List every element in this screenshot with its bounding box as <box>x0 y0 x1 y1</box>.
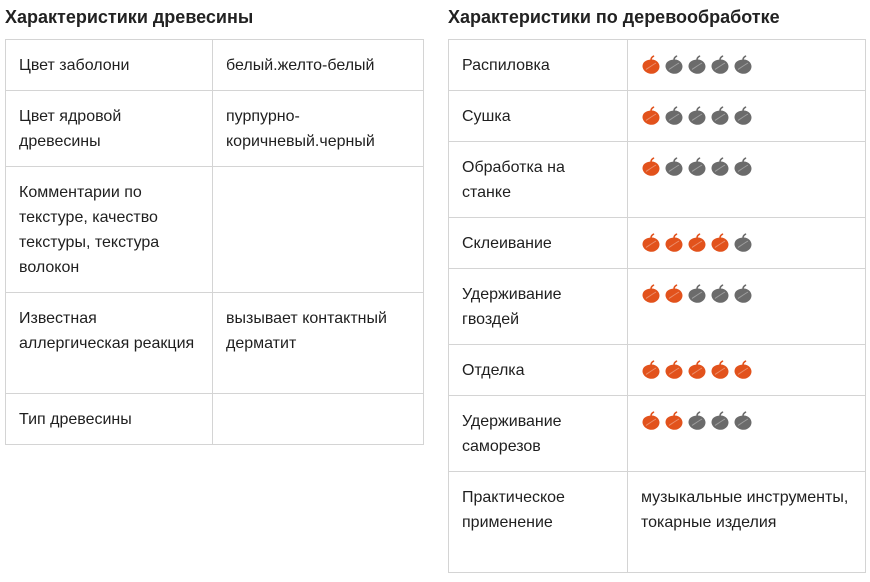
leaf-icon <box>711 411 729 430</box>
row-label: Отделка <box>448 344 628 396</box>
woodworking-characteristics-section: Характеристики по деревообработке Распил… <box>448 0 866 573</box>
table-row: Сушка <box>448 90 866 142</box>
wood-characteristics-title: Характеристики древесины <box>5 7 254 27</box>
leaf-icon <box>734 157 752 176</box>
table-row: Распиловка <box>448 39 866 91</box>
leaf-icon <box>642 233 660 252</box>
leaf-icon <box>711 157 729 176</box>
leaf-icon <box>734 233 752 252</box>
leaf-icon <box>688 284 706 303</box>
leaf-icon <box>711 360 729 379</box>
table-row: Практическое применение музыкальные инст… <box>448 471 866 573</box>
leaf-icon <box>734 106 752 125</box>
leaf-icon <box>688 106 706 125</box>
rating-cell <box>627 90 866 142</box>
row-value <box>212 393 424 445</box>
leaf-rating <box>641 358 853 380</box>
leaf-icon <box>734 411 752 430</box>
table-row: Отделка <box>448 344 866 396</box>
leaf-rating <box>641 155 853 177</box>
leaf-icon <box>688 233 706 252</box>
leaf-icon <box>688 55 706 74</box>
rating-cell <box>627 39 866 91</box>
row-label: Распиловка <box>448 39 628 91</box>
table-row: Комментарии по текстуре, качество тексту… <box>5 166 424 293</box>
leaf-icon <box>642 157 660 176</box>
woodworking-characteristics-table: Распиловка Сушка Обработка на станке Скл… <box>448 39 866 573</box>
row-label: Практическое применение <box>448 471 628 573</box>
leaf-icon <box>665 284 683 303</box>
table-row: Склеивание <box>448 217 866 269</box>
leaf-icon <box>665 233 683 252</box>
row-value: музыкальные инструменты, токарные издели… <box>627 471 866 573</box>
row-label: Комментарии по текстуре, качество тексту… <box>5 166 213 293</box>
leaf-icon <box>665 411 683 430</box>
wood-characteristics-table: Цвет заболони белый.желто-белый Цвет ядр… <box>5 39 424 445</box>
row-label: Цвет заболони <box>5 39 213 91</box>
leaf-rating <box>641 409 853 431</box>
leaf-icon <box>734 360 752 379</box>
leaf-icon <box>734 284 752 303</box>
rating-cell <box>627 395 866 472</box>
leaf-rating <box>641 282 853 304</box>
table-row: Удерживание саморезов <box>448 395 866 472</box>
row-label: Сушка <box>448 90 628 142</box>
leaf-rating <box>641 53 853 75</box>
rating-cell <box>627 217 866 269</box>
leaf-icon <box>734 55 752 74</box>
rating-cell <box>627 344 866 396</box>
leaf-icon <box>711 55 729 74</box>
table-row: Цвет ядровой древесины пурпурно-коричнев… <box>5 90 424 167</box>
wood-characteristics-section: Характеристики древесины Цвет заболони б… <box>5 0 424 445</box>
row-value: пурпурно-коричневый.черный <box>212 90 424 167</box>
table-row: Цвет заболони белый.желто-белый <box>5 39 424 91</box>
rating-cell <box>627 268 866 345</box>
leaf-icon <box>711 284 729 303</box>
leaf-icon <box>711 233 729 252</box>
leaf-icon <box>711 106 729 125</box>
woodworking-characteristics-title: Характеристики по деревообработке <box>448 7 780 27</box>
leaf-icon <box>688 411 706 430</box>
row-label: Цвет ядровой древесины <box>5 90 213 167</box>
leaf-icon <box>665 360 683 379</box>
table-row: Удерживание гвоздей <box>448 268 866 345</box>
leaf-icon <box>688 157 706 176</box>
row-label: Обработка на станке <box>448 141 628 218</box>
table-row: Известная аллергическая реакция вызывает… <box>5 292 424 394</box>
leaf-icon <box>642 284 660 303</box>
row-label: Удерживание гвоздей <box>448 268 628 345</box>
row-value: вызывает контактный дерматит <box>212 292 424 394</box>
row-value: белый.желто-белый <box>212 39 424 91</box>
leaf-icon <box>642 106 660 125</box>
table-row: Тип древесины <box>5 393 424 445</box>
row-value <box>212 166 424 293</box>
leaf-icon <box>665 55 683 74</box>
leaf-rating <box>641 104 853 126</box>
row-label: Удерживание саморезов <box>448 395 628 472</box>
leaf-icon <box>665 106 683 125</box>
row-label: Известная аллергическая реакция <box>5 292 213 394</box>
leaf-icon <box>688 360 706 379</box>
row-label: Склеивание <box>448 217 628 269</box>
leaf-icon <box>642 55 660 74</box>
rating-cell <box>627 141 866 218</box>
row-label: Тип древесины <box>5 393 213 445</box>
leaf-rating <box>641 231 853 253</box>
table-row: Обработка на станке <box>448 141 866 218</box>
leaf-icon <box>642 360 660 379</box>
leaf-icon <box>642 411 660 430</box>
leaf-icon <box>665 157 683 176</box>
